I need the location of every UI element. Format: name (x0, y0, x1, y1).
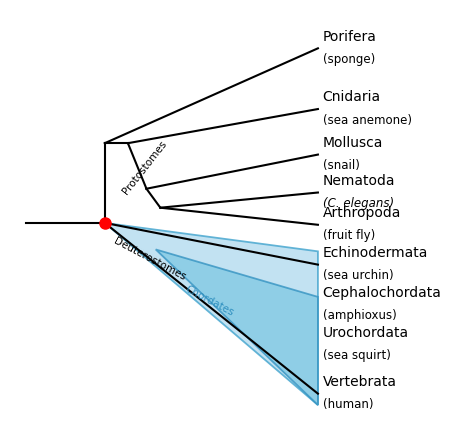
Text: (sponge): (sponge) (322, 53, 375, 66)
Text: (snail): (snail) (322, 159, 359, 172)
Text: Cnidaria: Cnidaria (322, 91, 381, 104)
Text: Echinodermata: Echinodermata (322, 246, 428, 260)
Text: (sea anemone): (sea anemone) (322, 114, 411, 126)
Text: Protostomes: Protostomes (121, 139, 169, 196)
Text: Nematoda: Nematoda (322, 174, 395, 188)
Text: Mollusca: Mollusca (322, 136, 383, 150)
Text: Deuterostomes: Deuterostomes (112, 236, 187, 283)
Text: (amphioxus): (amphioxus) (322, 309, 396, 322)
Text: (sea urchin): (sea urchin) (322, 269, 393, 282)
Text: (C. elegans): (C. elegans) (322, 197, 394, 210)
Polygon shape (156, 250, 318, 405)
Text: (fruit fly): (fruit fly) (322, 229, 375, 242)
Text: Porifera: Porifera (322, 30, 376, 44)
Polygon shape (105, 223, 318, 405)
Text: (human): (human) (322, 398, 373, 411)
Text: (sea squirt): (sea squirt) (322, 349, 391, 362)
Text: Arthropoda: Arthropoda (322, 206, 401, 220)
Text: Cephalochordata: Cephalochordata (322, 286, 441, 300)
Text: Urochordata: Urochordata (322, 326, 409, 340)
Text: Chordates: Chordates (183, 283, 236, 318)
Text: Vertebrata: Vertebrata (322, 375, 397, 389)
